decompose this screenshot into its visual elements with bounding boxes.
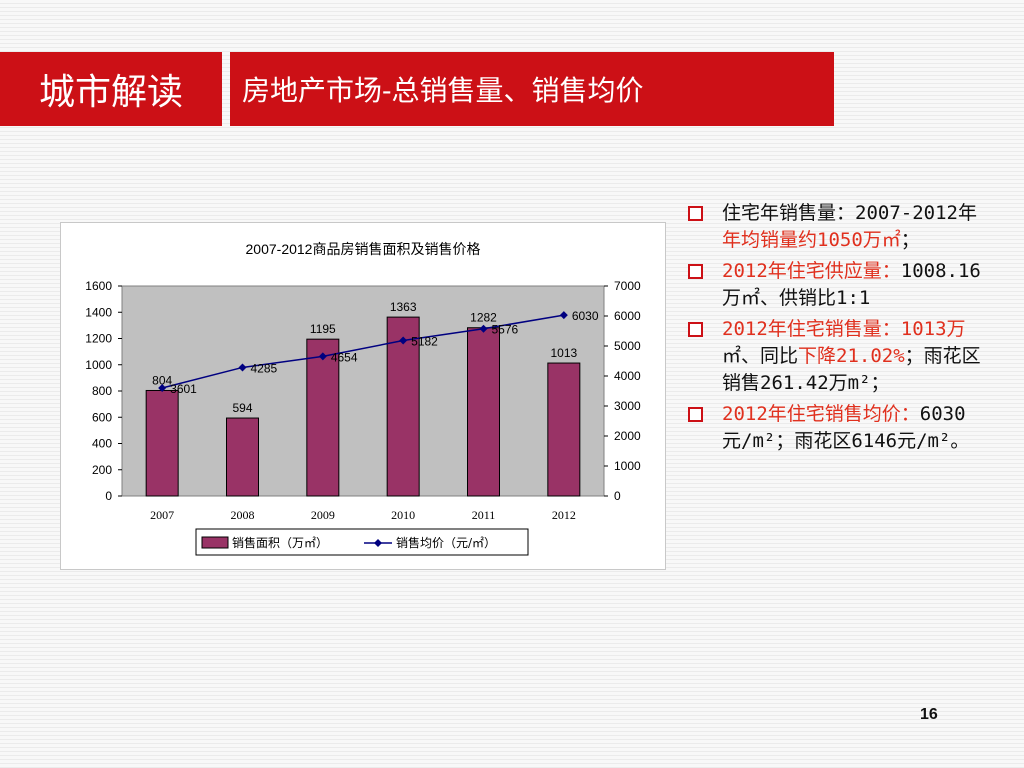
y-right-tick-label: 2000 <box>614 429 641 443</box>
bullet-text-segment: 2012年住宅销售均价： <box>722 403 920 425</box>
x-tick-label: 2007 <box>150 508 174 522</box>
legend-line-marker <box>374 539 382 547</box>
bullet-text-segment: ； <box>900 229 920 251</box>
bullet-text-segment: 住宅年销售量：2007-2012年 <box>722 202 977 224</box>
chart-panel: 2007-2012商品房销售面积及销售价格 0 200 400 600 800 1000 12… <box>60 222 666 570</box>
bullet-item: 2012年住宅销售均价：6030元/m²；雨花区6146元/m²。 <box>686 401 986 455</box>
bar <box>226 417 259 497</box>
line-point-marker <box>238 363 247 372</box>
square-bullet-icon <box>688 322 703 337</box>
x-tick-label: 2011 <box>472 508 496 522</box>
legend-bar-label: 销售面积（万㎡） <box>232 535 328 550</box>
bar-data-label: 1195 <box>310 322 336 336</box>
bullet-text-segment: 6030元/m²；雨花区6146元/m²。 <box>722 403 970 452</box>
price-line <box>161 314 564 389</box>
bullet-item: 2012年住宅销售量：1013万㎡、同比下降21.02%；雨花区销售261.42… <box>686 316 986 397</box>
y-left-tick-label: 200 <box>92 463 112 477</box>
y-left-tick-label: 600 <box>92 410 112 424</box>
bullet-list: 住宅年销售量：2007-2012年年均销量约1050万㎡； 2012年住宅供应量… <box>686 200 986 459</box>
plot-area <box>121 285 605 497</box>
y-left-tick-label: 1400 <box>85 305 112 319</box>
x-tick-label: 2012 <box>552 508 576 522</box>
bullet-text-segment: 2012年住宅销售量：1013万 <box>722 318 966 340</box>
bullet-text-segment: 年均销量约1050万㎡ <box>722 229 901 251</box>
line-data-label: 4654 <box>331 350 358 364</box>
square-bullet-icon <box>688 206 703 221</box>
bullet-text-segment: 1008.16万㎡、供销比1:1 <box>722 260 981 309</box>
x-tick-label: 2009 <box>311 508 335 522</box>
line-point-marker <box>479 324 488 333</box>
bar <box>145 389 179 497</box>
line-point-marker <box>318 352 327 361</box>
x-tick-label: 2008 <box>231 508 255 522</box>
line-data-label: 3601 <box>170 382 197 396</box>
bullet-text-segment: 下降21.02% <box>798 345 905 367</box>
y-left-tick-label: 1000 <box>85 358 112 372</box>
bar-data-label: 1363 <box>390 300 417 314</box>
line-data-label: 5182 <box>411 335 438 349</box>
line-point-marker <box>399 336 408 345</box>
bar-data-label: 804 <box>152 373 172 387</box>
y-left-tick-label: 1200 <box>85 332 112 346</box>
y-right-tick-label: 5000 <box>614 339 641 353</box>
bullet-item: 2012年住宅供应量：1008.16万㎡、供销比1:1 <box>686 258 986 312</box>
section-title: 城市解读 <box>0 52 222 126</box>
legend-bar-swatch <box>201 536 229 549</box>
line-point-marker <box>158 383 167 392</box>
chart-title: 2007-2012商品房销售面积及销售价格 <box>246 241 481 257</box>
y-right-tick-label: 4000 <box>614 369 641 383</box>
y-right-tick-label: 0 <box>614 489 621 503</box>
y-left-tick-label: 400 <box>92 437 112 451</box>
square-bullet-icon <box>688 264 703 279</box>
y-right-tick-label: 3000 <box>614 399 641 413</box>
line-data-label: 5576 <box>492 323 519 337</box>
page-number: 16 <box>920 706 938 723</box>
bar <box>386 316 420 497</box>
y-right-tick-label: 6000 <box>614 309 641 323</box>
line-data-label: 6030 <box>572 309 599 323</box>
y-right-tick-label: 7000 <box>614 279 641 293</box>
y-right-tick-label: 1000 <box>614 459 641 473</box>
x-tick-label: 2010 <box>391 508 415 522</box>
square-bullet-icon <box>688 407 703 422</box>
bar-data-label: 1013 <box>550 346 577 360</box>
slide-title: 房地产市场-总销售量、销售均价 <box>230 52 834 126</box>
bar <box>467 327 500 497</box>
bar-data-label: 1282 <box>470 311 497 325</box>
bar <box>547 362 581 497</box>
y-left-tick-label: 1600 <box>85 279 112 293</box>
bar-data-label: 594 <box>232 401 252 415</box>
chart-svg: 2007-2012商品房销售面积及销售价格 0 200 400 600 800 1000 12… <box>85 241 641 556</box>
bullet-text-segment: ㎡、同比 <box>722 345 799 367</box>
line-data-label: 4285 <box>251 361 278 375</box>
bullet-text-segment: 2012年住宅供应量： <box>722 260 901 282</box>
bullet-text-segment: ；雨花区销售261.42万m²； <box>722 345 981 394</box>
y-left-tick-label: 0 <box>105 489 112 503</box>
legend-line-label: 销售均价（元/㎡） <box>396 535 496 550</box>
bullet-item: 住宅年销售量：2007-2012年年均销量约1050万㎡； <box>686 200 986 254</box>
bar <box>306 338 340 497</box>
y-left-tick-label: 800 <box>92 384 112 398</box>
line-point-marker <box>559 311 568 320</box>
legend-box <box>195 528 529 556</box>
